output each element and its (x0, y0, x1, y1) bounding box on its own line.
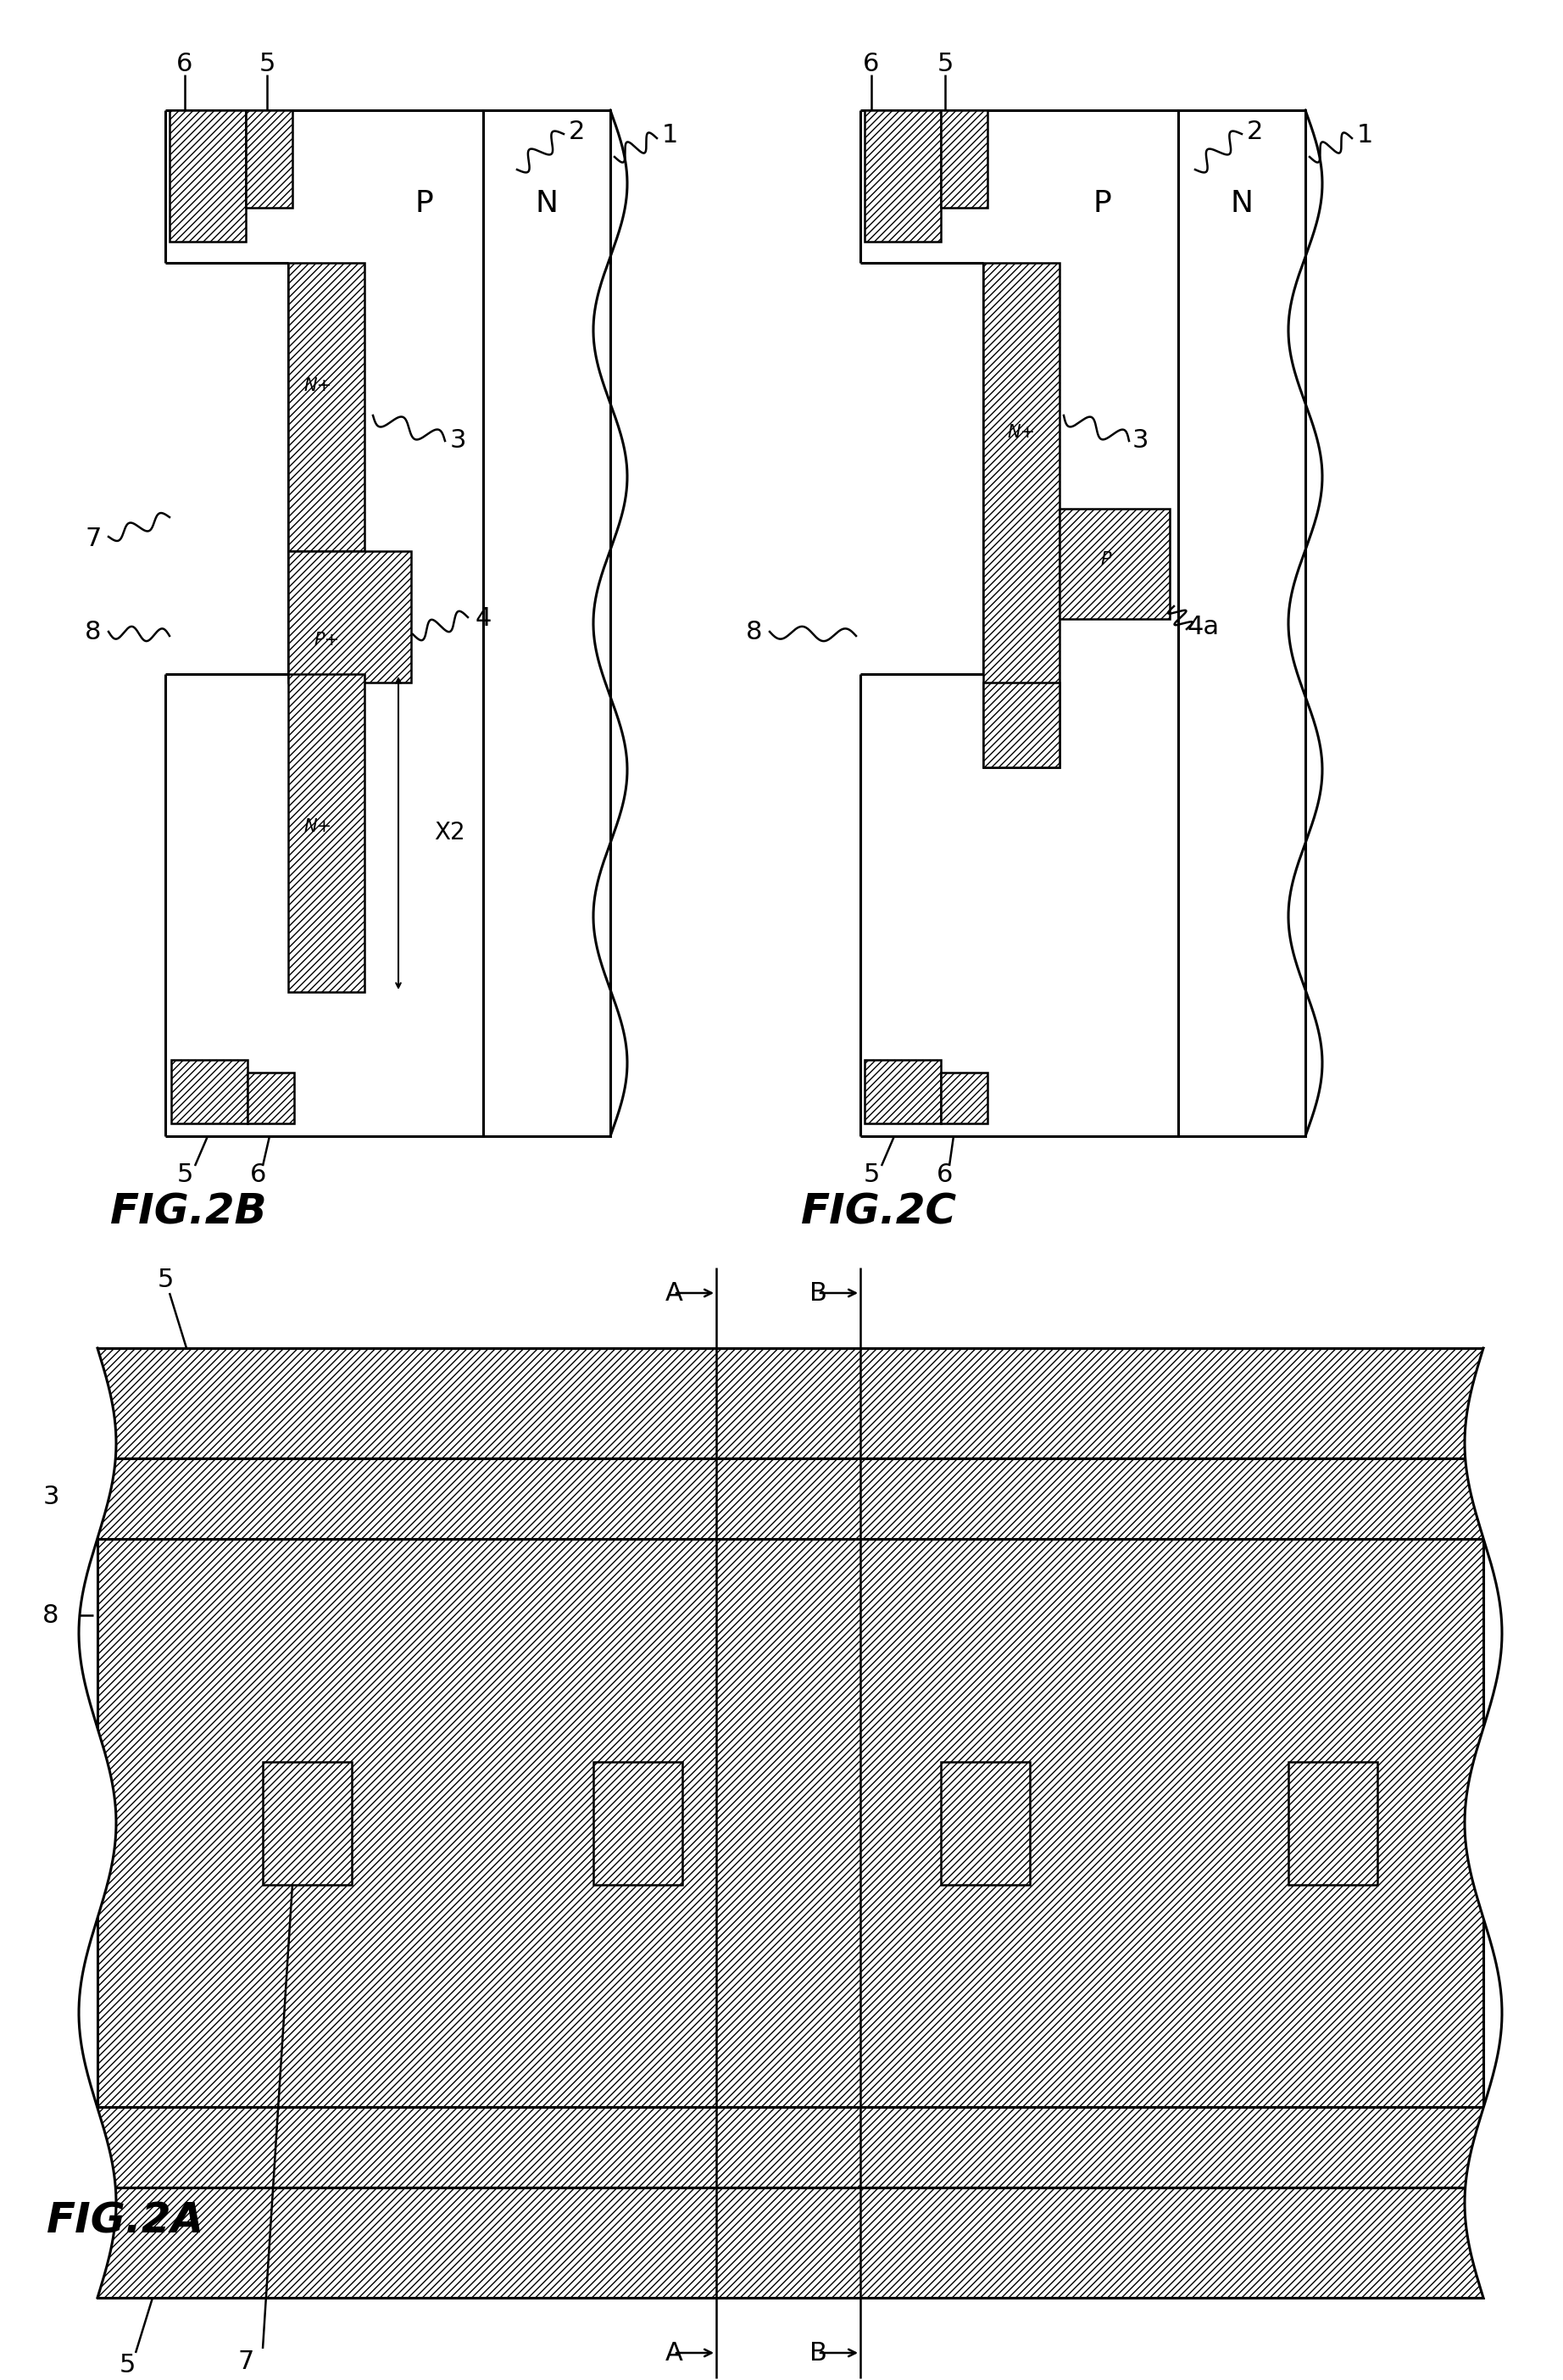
Text: FIG.2C: FIG.2C (800, 1192, 957, 1233)
Bar (97, 2106, 1483, 2187)
Text: 3: 3 (42, 1485, 59, 1509)
Text: 4: 4 (475, 607, 491, 631)
Polygon shape (30, 1347, 116, 2297)
Text: 8: 8 (42, 1602, 59, 1628)
Text: 5: 5 (863, 1161, 880, 1188)
Bar (288, 674, 364, 992)
Bar (983, 262, 1060, 766)
Bar (864, 109, 941, 243)
Text: N: N (535, 188, 558, 219)
Text: B: B (810, 2340, 827, 2366)
Text: FIG.2B: FIG.2B (109, 1192, 267, 1233)
Text: P: P (414, 188, 433, 219)
Bar (941, 1073, 988, 1123)
Text: FIG.2A: FIG.2A (47, 2202, 205, 2242)
Text: 6: 6 (863, 52, 880, 76)
Bar (1288, 1761, 1377, 1885)
Text: N+: N+ (303, 819, 331, 835)
Bar (288, 552, 411, 683)
Text: A: A (664, 2340, 683, 2366)
Text: 5: 5 (259, 52, 275, 76)
Text: 6: 6 (177, 52, 192, 76)
Bar (594, 1761, 683, 1885)
Text: 7: 7 (84, 526, 102, 550)
Text: 5: 5 (177, 1161, 192, 1188)
Bar (169, 109, 245, 243)
Bar (97, 1459, 1483, 1540)
Text: B: B (810, 1280, 827, 1304)
Bar (1179, 109, 1305, 1135)
Bar (983, 683, 1060, 766)
Text: P: P (1100, 552, 1111, 569)
Text: 5: 5 (156, 1269, 173, 1292)
Bar (97, 1540, 1483, 2106)
Text: 8: 8 (746, 619, 763, 645)
Bar (97, 2187, 1483, 2297)
Text: 6: 6 (936, 1161, 953, 1188)
Bar (864, 1059, 941, 1123)
Text: 1: 1 (1357, 124, 1372, 148)
Text: N: N (1230, 188, 1254, 219)
Bar (263, 1761, 352, 1885)
Bar (483, 109, 610, 1135)
Bar (941, 109, 988, 207)
Text: A: A (664, 1280, 683, 1304)
Text: 8: 8 (84, 619, 102, 645)
Text: N+: N+ (1007, 424, 1035, 440)
Text: 1: 1 (661, 124, 678, 148)
Text: 6: 6 (250, 1161, 267, 1188)
Bar (288, 262, 364, 552)
Text: P: P (1093, 188, 1111, 219)
Bar (1060, 509, 1169, 619)
Text: 2: 2 (569, 119, 585, 143)
Text: 2: 2 (1246, 119, 1263, 143)
Bar (941, 1761, 1030, 1885)
Text: 4a: 4a (1188, 614, 1219, 640)
Text: X2: X2 (433, 821, 464, 845)
Bar (97, 1347, 1483, 1459)
Polygon shape (1465, 1347, 1550, 2297)
Text: 3: 3 (1132, 428, 1149, 452)
Text: P+: P+ (314, 631, 339, 650)
Text: 5: 5 (119, 2354, 136, 2378)
Text: 3: 3 (450, 428, 466, 452)
Bar (247, 1073, 294, 1123)
Text: N+: N+ (303, 378, 331, 395)
Bar (245, 109, 292, 207)
Bar (172, 1059, 247, 1123)
Text: 7: 7 (238, 2349, 255, 2373)
Text: 5: 5 (936, 52, 953, 76)
